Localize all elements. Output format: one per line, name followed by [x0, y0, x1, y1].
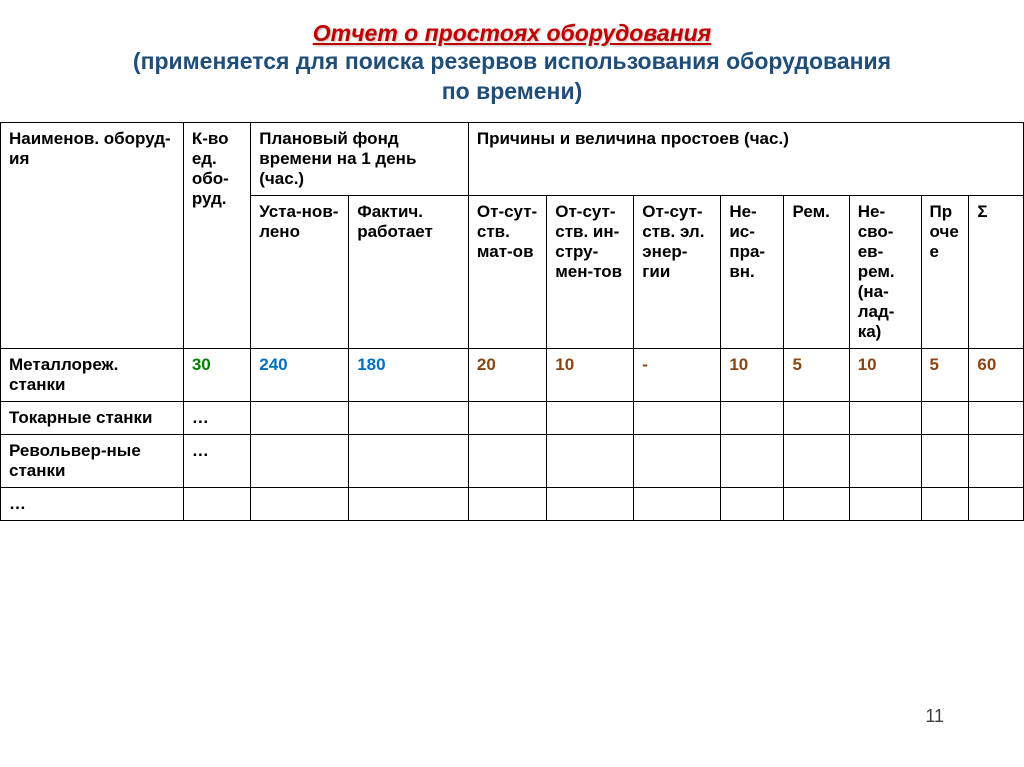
downtime-table: Наименов. оборуд-ия К-во ед. обо-руд. Пл… — [0, 122, 1024, 521]
cell-r2 — [547, 401, 634, 434]
cell-sum — [969, 487, 1024, 520]
main-title: Отчет о простоях оборудования — [0, 20, 1024, 47]
th-ust: Уста-нов-лено — [251, 195, 349, 348]
cell-r3 — [634, 434, 721, 487]
cell-r5 — [784, 434, 849, 487]
th-r5: Рем. — [784, 195, 849, 348]
cell-r5 — [784, 401, 849, 434]
cell-r2 — [547, 434, 634, 487]
cell-sum: 60 — [969, 348, 1024, 401]
cell-r5 — [784, 487, 849, 520]
cell-fact — [349, 401, 469, 434]
cell-r7 — [921, 401, 969, 434]
table-row: Револьвер-ные станки … — [1, 434, 1024, 487]
cell-name: Револьвер-ные станки — [1, 434, 184, 487]
cell-qty — [183, 487, 250, 520]
cell-qty: 30 — [183, 348, 250, 401]
cell-fact: 180 — [349, 348, 469, 401]
cell-r1 — [468, 401, 546, 434]
th-r1: От-сут-ств. мат-ов — [468, 195, 546, 348]
cell-ust — [251, 434, 349, 487]
cell-ust — [251, 401, 349, 434]
th-r4: Не-ис-пра-вн. — [721, 195, 784, 348]
cell-r3 — [634, 487, 721, 520]
cell-r6 — [849, 487, 921, 520]
cell-r2: 10 — [547, 348, 634, 401]
cell-r6: 10 — [849, 348, 921, 401]
cell-r1 — [468, 434, 546, 487]
cell-name: … — [1, 487, 184, 520]
cell-r2 — [547, 487, 634, 520]
th-sum: Σ — [969, 195, 1024, 348]
cell-qty: … — [183, 434, 250, 487]
cell-ust — [251, 487, 349, 520]
cell-sum — [969, 434, 1024, 487]
th-fund: Плановый фонд времени на 1 день (час.) — [251, 122, 469, 195]
th-r7: Прочее — [921, 195, 969, 348]
cell-r3: - — [634, 348, 721, 401]
th-r6: Не-сво-ев-рем. (на-лад-ка) — [849, 195, 921, 348]
cell-r7 — [921, 487, 969, 520]
th-reasons: Причины и величина простоев (час.) — [468, 122, 1023, 195]
th-r3: От-сут-ств. эл. энер-гии — [634, 195, 721, 348]
table-row: Металлореж. станки 30 240 180 20 10 - 10… — [1, 348, 1024, 401]
th-r2: От-сут-ств. ин-стру-мен-тов — [547, 195, 634, 348]
cell-r3 — [634, 401, 721, 434]
cell-fact — [349, 487, 469, 520]
cell-r7 — [921, 434, 969, 487]
page-number: 11 — [925, 706, 944, 727]
cell-name: Металлореж. станки — [1, 348, 184, 401]
cell-fact — [349, 434, 469, 487]
th-name: Наименов. оборуд-ия — [1, 122, 184, 348]
table-row: Токарные станки … — [1, 401, 1024, 434]
cell-r5: 5 — [784, 348, 849, 401]
cell-r4 — [721, 401, 784, 434]
cell-r6 — [849, 401, 921, 434]
cell-sum — [969, 401, 1024, 434]
title-block: Отчет о простоях оборудования (применяет… — [0, 20, 1024, 107]
cell-r6 — [849, 434, 921, 487]
subtitle-line1: (применяется для поиска резервов использ… — [0, 47, 1024, 77]
cell-qty: … — [183, 401, 250, 434]
cell-ust: 240 — [251, 348, 349, 401]
cell-name: Токарные станки — [1, 401, 184, 434]
table-row: … — [1, 487, 1024, 520]
cell-r4 — [721, 487, 784, 520]
cell-r4 — [721, 434, 784, 487]
cell-r1: 20 — [468, 348, 546, 401]
subtitle-line2: по времени) — [0, 77, 1024, 107]
cell-r7: 5 — [921, 348, 969, 401]
cell-r4: 10 — [721, 348, 784, 401]
cell-r1 — [468, 487, 546, 520]
th-qty: К-во ед. обо-руд. — [183, 122, 250, 348]
th-fact: Фактич. работает — [349, 195, 469, 348]
